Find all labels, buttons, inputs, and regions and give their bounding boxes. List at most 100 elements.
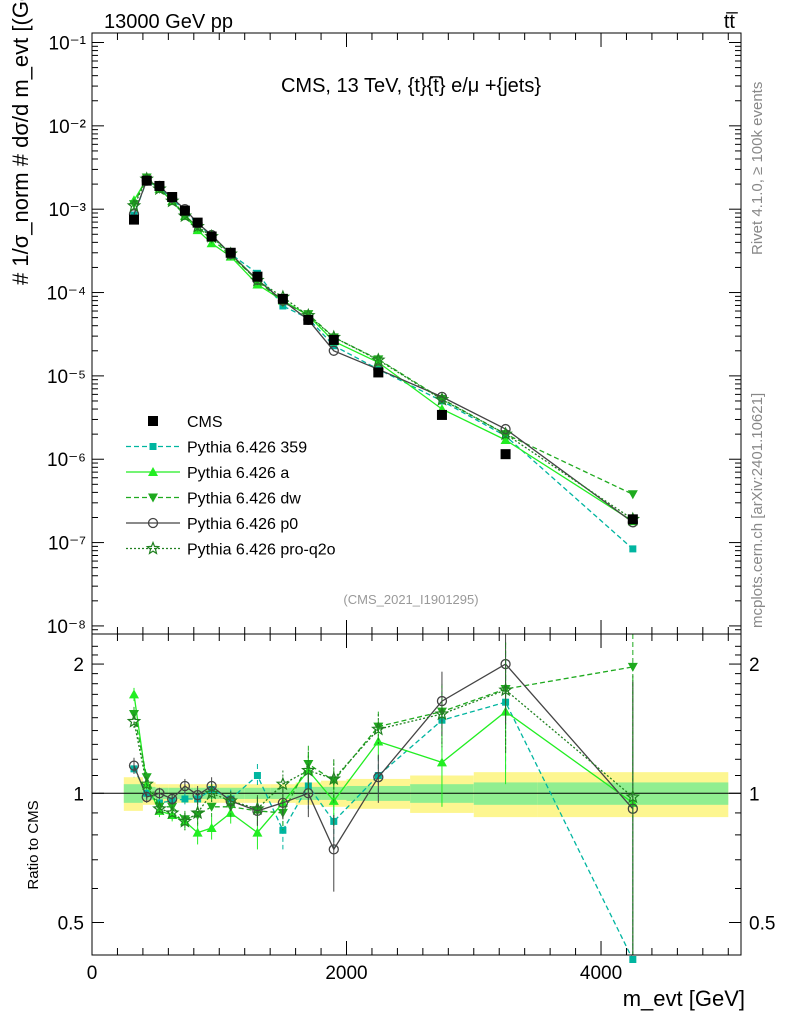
- main-ytick-label: 10⁻⁴: [47, 284, 86, 305]
- ratio-point-pythia-6-426-pro-q2o: [498, 682, 513, 697]
- main-point-pythia-6-426-359: [629, 545, 637, 553]
- ratio-point-pythia-6-426-359: [629, 955, 637, 963]
- main-point-cms: [277, 293, 288, 304]
- legend-entry-pythia-6-426-pro-q2o: Pythia 6.426 pro-q2o: [126, 540, 336, 559]
- ratio-ytick-label: 2: [73, 655, 84, 676]
- legend-entry-cms: CMS: [148, 414, 223, 431]
- ratio-point-pythia-6-426-p0: [206, 780, 217, 792]
- xtick-label: 4000: [580, 963, 622, 984]
- legend-marker-pythia-6-426-dw: [148, 493, 158, 503]
- main-ylabel-text: # 1/σ_norm # dσ/d m_evt [(GeV)^-1]: [8, 0, 33, 285]
- legend-label-pythia-6-426-dw: Pythia 6.426 dw: [187, 491, 301, 508]
- main-point-cms: [373, 367, 384, 378]
- x-axis-label: m_evt [GeV]: [623, 986, 745, 1011]
- ratio-point-pythia-6-426-pro-q2o: [177, 813, 193, 828]
- legend-entry-pythia-6-426-359: Pythia 6.426 359: [126, 440, 307, 457]
- ratio-point-pythia-6-426-p0: [128, 760, 140, 771]
- legend-entry-pythia-6-426-a: Pythia 6.426 a: [126, 465, 289, 482]
- ratio-point-pythia-6-426-pro-q2o: [275, 776, 291, 791]
- main-point-cms: [206, 231, 217, 242]
- ratio-point-pythia-6-426-dw: [179, 815, 190, 825]
- main-series-layer: [126, 171, 641, 553]
- main-point-pythia-6-426-pro-q2o: [434, 392, 450, 406]
- legend-label-pythia-6-426-a: Pythia 6.426 a: [187, 465, 289, 482]
- ratio-frame: [91, 633, 742, 956]
- ratio-line-pythia-6-426-a: [133, 694, 634, 834]
- ratio-ytick-label: 1: [73, 784, 84, 805]
- ratio-point-pythia-6-426-pro-q2o: [152, 801, 167, 816]
- ratio-point-pythia-6-426-pro-q2o: [126, 713, 142, 728]
- ratio-point-pythia-6-426-pro-q2o: [139, 776, 154, 791]
- main-point-cms: [192, 217, 203, 228]
- ratio-uncertainty-bands: [92, 772, 741, 818]
- header-right: tt̅: [724, 11, 738, 33]
- main-point-cms: [500, 449, 511, 460]
- main-point-cms: [627, 514, 638, 525]
- side-label-bottom: mcplots.cern.ch [arXiv:2401.10621]: [749, 393, 766, 628]
- ratio-point-pythia-6-426-a: [206, 823, 217, 833]
- legend-marker-pythia-6-426-pro-q2o: [145, 540, 161, 555]
- legend-marker-cms: [148, 416, 158, 426]
- main-point-pythia-6-426-pro-q2o: [126, 198, 142, 212]
- legend-label-pythia-6-426-359: Pythia 6.426 359: [187, 440, 307, 457]
- main-ytick-label: 10⁻²: [49, 117, 87, 138]
- ratio-point-pythia-6-426-pro-q2o: [625, 789, 641, 804]
- ratio-point-pythia-6-426-pro-q2o: [371, 721, 386, 736]
- ratio-series-layer: [126, 634, 641, 963]
- legend-entry-pythia-6-426-dw: Pythia 6.426 dw: [126, 491, 301, 508]
- main-point-pythia-6-426-p0: [328, 345, 339, 356]
- main-point-pythia-6-426-pro-q2o: [371, 352, 386, 367]
- ratio-ytick-label-right: 2: [749, 655, 760, 676]
- ratio-point-pythia-6-426-359: [253, 772, 261, 780]
- ratio-point-pythia-6-426-pro-q2o: [434, 706, 450, 721]
- ratio-point-pythia-6-426-p0: [328, 844, 339, 855]
- main-point-cms: [252, 271, 263, 282]
- ratio-point-pythia-6-426-a: [373, 736, 384, 746]
- main-point-cms: [167, 192, 178, 203]
- main-point-cms: [128, 214, 139, 225]
- legend-label-cms: CMS: [187, 414, 223, 431]
- ratio-point-pythia-6-426-pro-q2o: [204, 785, 219, 800]
- main-line-pythia-6-426-a: [133, 178, 634, 522]
- ratio-ytick-label: 0.5: [58, 913, 84, 934]
- ratio-point-pythia-6-426-a: [225, 807, 236, 817]
- ratio-point-pythia-6-426-pro-q2o: [164, 805, 180, 820]
- main-ytick-label: 10⁻⁸: [47, 617, 86, 638]
- ratio-point-pythia-6-426-pro-q2o: [250, 801, 265, 816]
- ratio-point-pythia-6-426-p0: [277, 797, 289, 808]
- ratio-point-pythia-6-426-a: [436, 757, 447, 767]
- ratio-line-pythia-6-426-p0: [133, 663, 634, 851]
- main-point-cms: [303, 314, 314, 325]
- analysis-label: (CMS_2021_I1901295): [343, 592, 478, 607]
- legend-marker-pythia-6-426-p0: [147, 517, 159, 529]
- ratio-point-pythia-6-426-pro-q2o: [301, 762, 316, 777]
- axes-layer: 10⁻¹ 10⁻² 10⁻³ 10⁻⁴ 10⁻⁵ 10⁻⁶ 10⁻⁷ 10⁻⁸ 0.5 0.5 1 1…: [47, 32, 775, 984]
- main-point-pythia-6-426-a: [500, 435, 511, 445]
- main-point-cms: [179, 205, 190, 216]
- main-point-pythia-6-426-pro-q2o: [498, 426, 513, 441]
- header-left: 13000 GeV pp: [104, 11, 233, 33]
- xtick-label: 2000: [325, 963, 367, 984]
- legend-entry-pythia-6-426-p0: Pythia 6.426 p0: [126, 516, 298, 533]
- main-ytick-label: 10⁻⁷: [48, 534, 86, 555]
- ratio-point-pythia-6-426-p0: [192, 790, 203, 801]
- main-title: CMS, 13 TeV, {t}{t̅} e/μ +{jets}: [281, 75, 541, 97]
- ratio-point-pythia-6-426-a: [128, 689, 139, 699]
- main-ytick-label: 10⁻⁶: [47, 450, 86, 471]
- main-point-cms: [436, 409, 447, 420]
- ratio-point-pythia-6-426-dw: [206, 802, 217, 812]
- legend: CMS Pythia 6.426 359 Pythia 6.426 a Pythia …: [126, 414, 336, 559]
- ratio-point-pythia-6-426-359: [181, 795, 189, 803]
- ratio-point-pythia-6-426-pro-q2o: [326, 771, 342, 786]
- ratio-point-pythia-6-426-p0: [141, 791, 152, 803]
- ratio-ytick-label-right: 1: [749, 784, 760, 805]
- main-point-cms: [154, 180, 165, 191]
- main-point-cms: [225, 247, 236, 258]
- main-line-pythia-6-426-359: [133, 179, 634, 550]
- ratio-point-pythia-6-426-a: [252, 827, 263, 837]
- ratio-point-pythia-6-426-pro-q2o: [223, 793, 238, 808]
- main-ylabel: # 1/σ_norm # dσ/d m_evt [(GeV)^-1]: [8, 0, 33, 285]
- main-point-cms: [141, 175, 152, 186]
- ratio-point-pythia-6-426-pro-q2o: [190, 805, 205, 820]
